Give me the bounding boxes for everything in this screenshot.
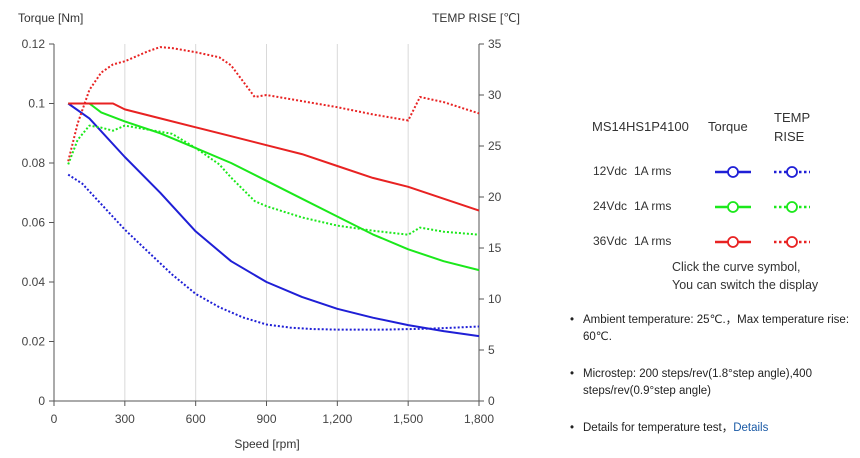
y-right-tick-label: 25 <box>488 139 502 153</box>
legend-voltage: 36Vdc <box>593 234 628 248</box>
legend-hint-line1: Click the curve symbol, <box>672 260 801 274</box>
series-layer <box>67 46 480 338</box>
torque-curve-12vdc <box>67 102 480 338</box>
torque-curve-24vdc <box>68 102 480 272</box>
grid <box>124 44 409 401</box>
torque-curve-toggle-36vdc[interactable] <box>713 232 753 252</box>
x-tick-label: 300 <box>115 412 135 426</box>
legend-hint-line2: You can switch the display <box>672 278 819 292</box>
legend-current: 1A rms <box>634 199 672 213</box>
temp-curve-toggle-36vdc[interactable] <box>772 232 812 252</box>
details-link[interactable]: Details <box>733 422 769 434</box>
legend-current: 1A rms <box>634 164 672 178</box>
legend-panel: MS14HS1P4100 Torque TEMP RISE 12Vdc 1A r… <box>560 0 860 458</box>
y-left-tick-label: 0.08 <box>22 156 46 170</box>
legend-row-24vdc: 24Vdc 1A rms <box>560 197 860 217</box>
torque-temperature-chart: 0 300 600 900 1,200 1,500 1,80000.020.040.060.… <box>18 11 520 451</box>
note-ambient: Ambient temperature: 25℃.，Max temperatur… <box>570 312 850 346</box>
y-left-axis-label: Torque [Nm] <box>18 11 83 25</box>
note-microstep: Microstep: 200 steps/rev(1.8°step angle)… <box>570 366 850 400</box>
y-right-tick-label: 30 <box>488 88 502 102</box>
y-left-tick-label: 0.06 <box>22 216 46 230</box>
y-right-tick-label: 15 <box>488 241 502 255</box>
temp-curve-12vdc <box>67 173 480 331</box>
y-left-tick-label: 0.04 <box>22 275 46 289</box>
y-right-tick-label: 10 <box>488 292 502 306</box>
y-left-tick-label: 0.02 <box>22 335 46 349</box>
torque-curve-36vdc <box>68 102 480 212</box>
note-details-text: Details for temperature test， <box>583 422 734 434</box>
legend-temp-header-line1: TEMP <box>774 110 811 125</box>
x-axis-label: Speed [rpm] <box>234 437 299 451</box>
temp-curve-toggle-12vdc[interactable] <box>772 162 812 182</box>
x-tick-label: 1,200 <box>322 412 352 426</box>
x-tick-label: 1,800 <box>464 412 494 426</box>
legend-current: 1A rms <box>634 234 672 248</box>
legend-temp-header: TEMP RISE <box>774 108 810 146</box>
legend-torque-header: Torque <box>708 119 748 134</box>
y-left-tick-label: 0.1 <box>28 97 45 111</box>
torque-curve-toggle-12vdc[interactable] <box>713 162 753 182</box>
y-right-axis-label: TEMP RISE [℃] <box>432 11 520 25</box>
y-right-tick-label: 35 <box>488 37 502 51</box>
legend-row-36vdc: 36Vdc 1A rms <box>560 232 860 252</box>
temp-curve-toggle-24vdc[interactable] <box>772 197 812 217</box>
torque-curve-toggle-24vdc[interactable] <box>713 197 753 217</box>
legend-voltage: 24Vdc <box>593 199 628 213</box>
legend-hint: Click the curve symbol, You can switch t… <box>672 258 818 294</box>
axes: 0 300 600 900 1,200 1,500 1,80000.020.040.060.… <box>22 37 502 426</box>
legend-row-12vdc: 12Vdc 1A rms <box>560 162 860 182</box>
y-right-tick-label: 5 <box>488 343 495 357</box>
x-tick-label: 1,500 <box>393 412 423 426</box>
y-left-tick-label: 0.12 <box>22 37 46 51</box>
legend-temp-header-line2: RISE <box>774 129 805 144</box>
temp-curve-36vdc <box>67 46 480 162</box>
temp-curve-24vdc <box>67 124 480 236</box>
y-right-tick-label: 0 <box>488 394 495 408</box>
y-right-tick-label: 20 <box>488 190 502 204</box>
notes-list: Ambient temperature: 25℃.，Max temperatur… <box>570 312 850 457</box>
x-tick-label: 0 <box>51 412 58 426</box>
legend-voltage: 12Vdc <box>593 164 628 178</box>
x-tick-label: 600 <box>186 412 206 426</box>
y-left-tick-label: 0 <box>38 394 45 408</box>
note-details: Details for temperature test，Details <box>570 420 850 437</box>
motor-model: MS14HS1P4100 <box>592 119 689 134</box>
x-tick-label: 900 <box>256 412 276 426</box>
